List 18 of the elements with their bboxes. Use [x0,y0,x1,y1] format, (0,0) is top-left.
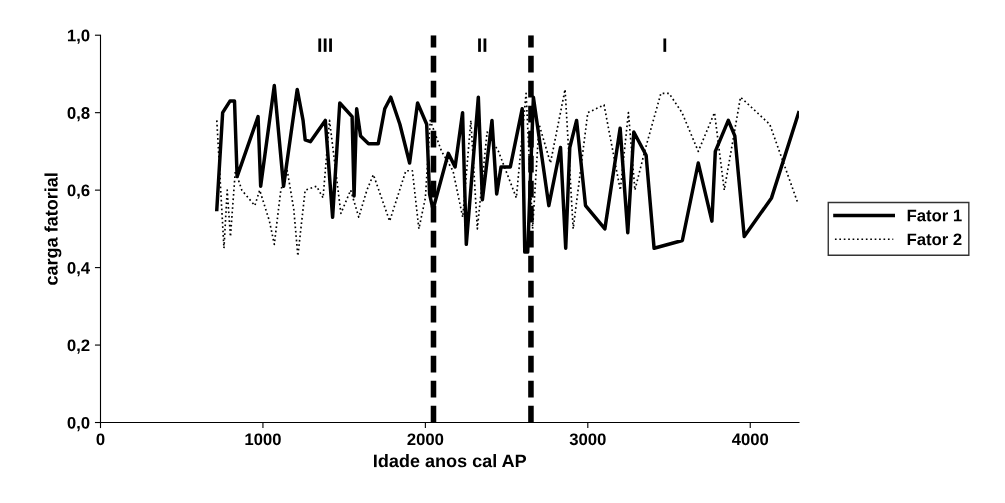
legend-label: Fator 2 [907,233,962,246]
x-tick-label: 2000 [407,433,444,446]
annotation: I [663,38,667,52]
y-axis-title: carga fatorial [44,173,62,285]
x-axis-title: Idade anos cal AP [374,454,527,468]
legend-label: Fator 1 [907,209,962,222]
y-tick-label: 0,2 [67,339,90,354]
y-tick-label: 0,8 [67,107,90,122]
x-tick-label: 4000 [731,433,769,446]
annotation: II [478,38,487,52]
annotation: III [318,38,332,52]
x-tick-label: 3000 [569,433,606,446]
y-tick-label: 0,0 [67,416,90,432]
x-tick-label: 0 [96,433,105,446]
y-tick-label: 0,4 [67,262,90,277]
x-tick-label: 1000 [245,433,281,446]
y-tick-label: 0,6 [67,184,90,199]
y-tick-label: 1,0 [67,29,90,44]
